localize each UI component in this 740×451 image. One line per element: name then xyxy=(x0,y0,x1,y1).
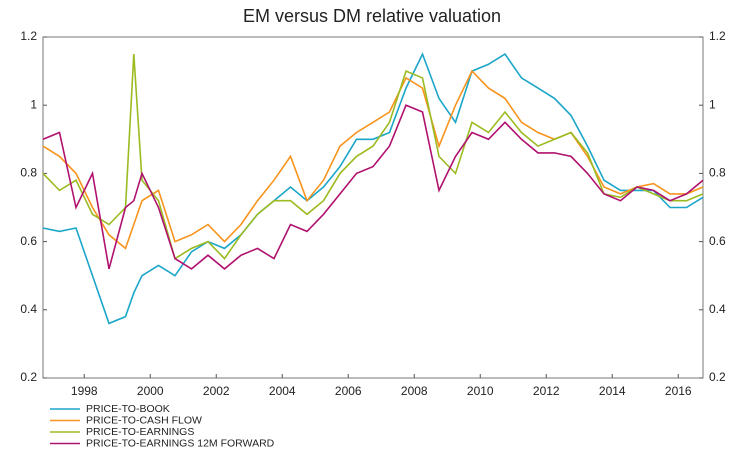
x-tick-label: 2002 xyxy=(203,384,230,398)
x-tick-label: 2014 xyxy=(599,384,626,398)
x-tick-label: 1998 xyxy=(71,384,98,398)
y-tick-label: 0.4 xyxy=(20,302,37,316)
y2-tick-label: 1.2 xyxy=(709,29,726,43)
x-tick-label: 2008 xyxy=(401,384,428,398)
legend-label: PRICE-TO-EARNINGS 12M FORWARD xyxy=(86,437,275,449)
y-tick-label: 1 xyxy=(30,97,37,111)
plot-frame xyxy=(42,36,704,379)
series-line xyxy=(42,69,704,250)
legend-label: PRICE-TO-CASH FLOW xyxy=(86,414,202,426)
x-tick-label: 2000 xyxy=(137,384,164,398)
y2-tick-label: 1 xyxy=(709,97,716,111)
x-tick-label: 2006 xyxy=(335,384,362,398)
series-line xyxy=(42,52,704,325)
y-tick-label: 0.8 xyxy=(20,166,37,180)
y-tick-label: 1.2 xyxy=(20,29,37,43)
x-tick-label: 2010 xyxy=(467,384,494,398)
y-tick-label: 0.2 xyxy=(20,370,37,384)
y2-tick-label: 0.4 xyxy=(709,302,726,316)
chart-title: EM versus DM relative valuation xyxy=(243,6,501,26)
x-tick-label: 2012 xyxy=(533,384,560,398)
y2-tick-label: 0.6 xyxy=(709,234,726,248)
y2-tick-label: 0.2 xyxy=(709,370,726,384)
x-tick-label: 2004 xyxy=(269,384,296,398)
y2-tick-label: 0.8 xyxy=(709,166,726,180)
x-tick-label: 2016 xyxy=(665,384,692,398)
series-line xyxy=(42,104,704,270)
y-tick-label: 0.6 xyxy=(20,234,37,248)
legend-label: PRICE-TO-EARNINGS xyxy=(86,426,194,438)
legend-label: PRICE-TO-BOOK xyxy=(86,403,170,415)
series-line xyxy=(42,54,704,260)
